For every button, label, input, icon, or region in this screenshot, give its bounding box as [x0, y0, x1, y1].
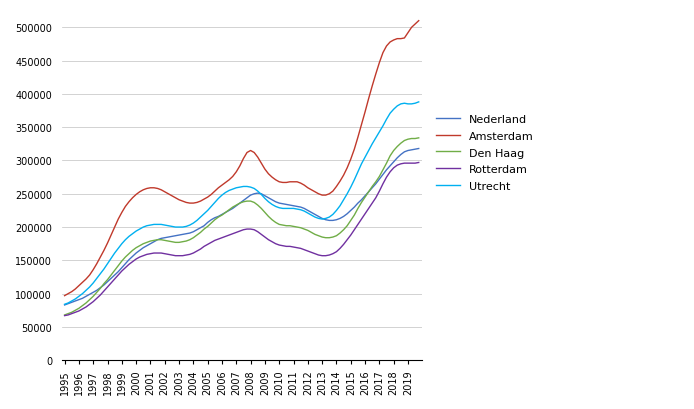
Line: Rotterdam: Rotterdam [65, 163, 418, 316]
Nederland [386, 164, 394, 169]
Amsterdam [386, 40, 394, 45]
Amsterdam [397, 37, 405, 42]
Rotterdam [128, 260, 137, 265]
Legend: Nederland, Amsterdam, Den Haag, Rotterdam, Utrecht: Nederland, Amsterdam, Den Haag, Rotterda… [432, 110, 539, 196]
Amsterdam [128, 196, 137, 201]
Rotterdam [243, 227, 251, 232]
Amsterdam [414, 19, 423, 24]
Line: Den Haag: Den Haag [65, 139, 418, 315]
Utrecht [271, 204, 280, 209]
Line: Utrecht: Utrecht [65, 103, 418, 305]
Rotterdam [397, 162, 405, 167]
Nederland [271, 200, 280, 205]
Utrecht [414, 100, 423, 105]
Den Haag [243, 199, 251, 204]
Nederland [128, 254, 137, 259]
Rotterdam [60, 313, 69, 318]
Den Haag [397, 142, 405, 146]
Utrecht [386, 112, 394, 117]
Utrecht [243, 184, 251, 189]
Nederland [60, 303, 69, 308]
Utrecht [60, 302, 69, 307]
Rotterdam [414, 161, 423, 166]
Rotterdam [386, 170, 394, 175]
Rotterdam [271, 242, 280, 247]
Utrecht [143, 224, 151, 229]
Nederland [143, 244, 151, 249]
Rotterdam [143, 252, 151, 257]
Amsterdam [271, 178, 280, 183]
Nederland [243, 196, 251, 201]
Line: Amsterdam: Amsterdam [65, 22, 418, 296]
Line: Nederland: Nederland [65, 149, 418, 305]
Nederland [397, 153, 405, 157]
Den Haag [128, 248, 137, 253]
Den Haag [386, 154, 394, 159]
Amsterdam [60, 294, 69, 299]
Nederland [414, 147, 423, 152]
Den Haag [271, 220, 280, 225]
Utrecht [397, 102, 405, 107]
Den Haag [60, 313, 69, 318]
Amsterdam [243, 151, 251, 155]
Den Haag [143, 240, 151, 245]
Utrecht [128, 231, 137, 236]
Den Haag [414, 136, 423, 141]
Amsterdam [143, 187, 151, 191]
